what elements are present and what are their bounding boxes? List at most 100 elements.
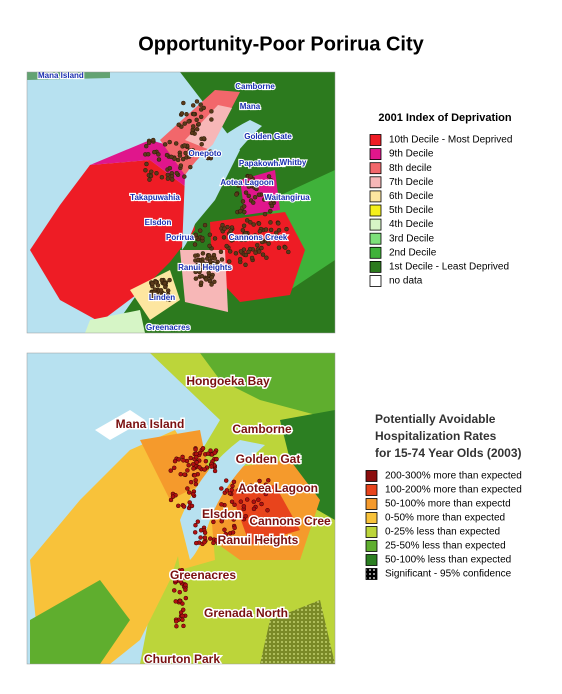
point [176,122,181,127]
place-label: Linden [149,293,175,302]
point [237,256,243,262]
point [190,491,196,497]
point [233,251,239,256]
point [223,531,229,537]
point [227,491,233,496]
point [211,540,216,546]
point [259,501,264,507]
point [283,245,288,250]
point [179,111,185,116]
point [263,482,269,487]
legend-swatch [369,134,382,146]
point [198,102,203,107]
point [256,221,262,226]
legend-label: 9th Decile [389,149,434,160]
place-label: Papakowhai [239,159,285,168]
point [155,283,161,288]
point [185,468,190,473]
point [177,598,183,604]
deprivation-map: Mana Island Camborne Mana Golden Gate Onepot… [27,72,335,333]
point [192,530,198,535]
point [170,177,175,182]
point [167,277,172,283]
point [194,460,199,465]
place-label: Cannons Cree [249,514,331,528]
point [143,143,149,149]
point [183,587,188,593]
point [214,456,219,462]
point [192,242,198,247]
point [167,165,173,171]
point [246,249,251,255]
point [206,253,212,258]
legend-swatch [369,260,382,273]
point [167,297,172,302]
place-label: Elsdon [145,218,172,227]
point [198,267,203,272]
legend-swatch [369,204,382,217]
point [173,570,179,576]
point [150,137,156,143]
point [249,255,255,261]
point [211,519,216,525]
point [236,488,241,493]
point [203,261,209,267]
point [156,152,161,157]
point [193,276,199,281]
point [150,281,155,286]
point [248,174,253,179]
place-label: Greenacres [146,323,191,332]
legend-label: 7th Decile [389,177,434,188]
point [198,114,204,120]
point [193,253,198,258]
point [259,245,264,251]
point [202,222,208,228]
point [182,174,187,179]
point [229,499,235,504]
legend-swatch [365,484,378,496]
legend-label: 10th Decile - Most Deprived [389,135,512,146]
point [180,607,186,613]
point [208,448,213,453]
point [249,515,255,520]
point [263,491,269,497]
point [262,211,268,217]
point [148,173,154,179]
point [202,539,207,545]
point [207,259,213,264]
point [184,458,190,464]
legend-label: 1st Decile - Least Deprived [389,262,509,273]
point [202,530,208,536]
legend-swatch [365,470,378,482]
point [256,249,262,254]
point [269,203,275,209]
point [273,230,279,236]
legend-swatch [365,526,378,538]
point [212,468,218,474]
point [226,539,232,544]
point [257,478,262,484]
point [186,463,191,468]
legend-swatch [369,275,382,287]
point [188,479,194,485]
point [152,149,157,155]
place-label: Ranui Heights [218,533,299,547]
place-label: Camborne [232,422,292,436]
point [193,232,199,238]
map-frame [26,352,336,665]
point [187,490,192,495]
legend-label: 8th decile [389,163,432,174]
point [146,140,152,145]
legend-label: 0-50% more than expected [385,513,505,524]
point [268,235,274,240]
point [194,99,200,104]
point [173,619,179,624]
legend-swatch [365,512,378,524]
point [268,208,273,214]
point [198,535,203,540]
point [232,502,237,508]
point [162,142,168,147]
point [236,183,241,188]
point [219,502,224,507]
